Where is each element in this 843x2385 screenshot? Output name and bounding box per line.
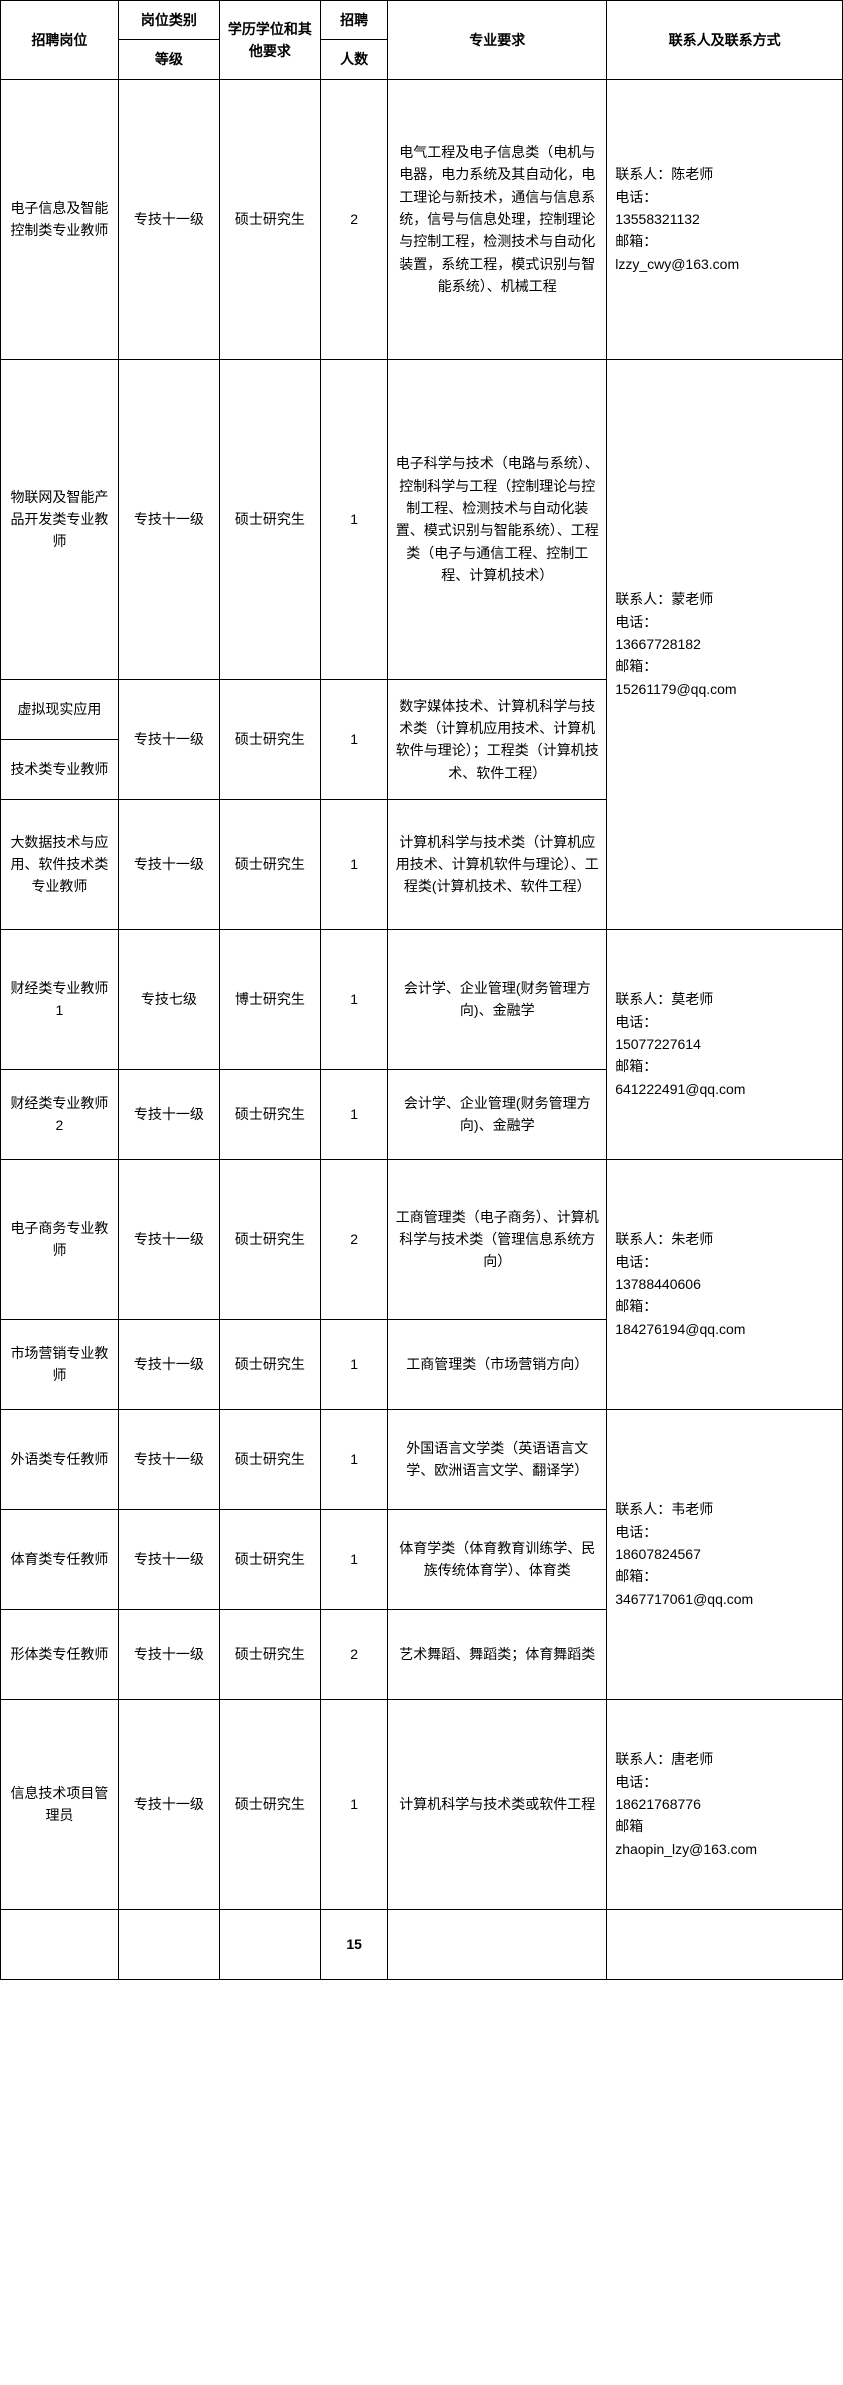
recruitment-table: 招聘岗位 岗位类别 学历学位和其他要求 招聘 专业要求 联系人及联系方式 等级 … <box>0 0 843 1980</box>
header-level: 等级 <box>118 40 219 79</box>
cell-count: 1 <box>320 359 387 679</box>
cell-count: 1 <box>320 1069 387 1159</box>
cell-requirements: 电气工程及电子信息类（电机与电器，电力系统及其自动化，电工理论与新技术，通信与信… <box>388 79 607 359</box>
cell-level: 专技七级 <box>118 929 219 1069</box>
header-position: 招聘岗位 <box>1 1 119 80</box>
cell-requirements: 计算机科学与技术类（计算机应用技术、计算机软件与理论）、工程类(计算机技术、软件… <box>388 799 607 929</box>
total-empty <box>118 1909 219 1979</box>
cell-level: 专技十一级 <box>118 79 219 359</box>
cell-count: 1 <box>320 1509 387 1609</box>
cell-requirements: 艺术舞蹈、舞蹈类；体育舞蹈类 <box>388 1609 607 1699</box>
cell-position: 体育类专任教师 <box>1 1509 119 1609</box>
cell-position: 外语类专任教师 <box>1 1409 119 1509</box>
cell-level: 专技十一级 <box>118 1159 219 1319</box>
table-row: 信息技术项目管理员 专技十一级 硕士研究生 1 计算机科学与技术类或软件工程 联… <box>1 1699 843 1909</box>
cell-education: 硕士研究生 <box>219 799 320 929</box>
cell-education: 博士研究生 <box>219 929 320 1069</box>
cell-level: 专技十一级 <box>118 679 219 799</box>
total-empty <box>1 1909 119 1979</box>
cell-education: 硕士研究生 <box>219 359 320 679</box>
cell-education: 硕士研究生 <box>219 1609 320 1699</box>
header-requirements: 专业要求 <box>388 1 607 80</box>
cell-contact: 联系人：韦老师电话：18607824567邮箱：3467717061@qq.co… <box>607 1409 843 1699</box>
cell-education: 硕士研究生 <box>219 1699 320 1909</box>
cell-level: 专技十一级 <box>118 1609 219 1699</box>
cell-education: 硕士研究生 <box>219 1409 320 1509</box>
cell-education: 硕士研究生 <box>219 1159 320 1319</box>
header-contact: 联系人及联系方式 <box>607 1 843 80</box>
cell-count: 1 <box>320 929 387 1069</box>
cell-education: 硕士研究生 <box>219 679 320 799</box>
cell-position: 电子信息及智能控制类专业教师 <box>1 79 119 359</box>
cell-position: 形体类专任教师 <box>1 1609 119 1699</box>
cell-position: 物联网及智能产品开发类专业教师 <box>1 359 119 679</box>
cell-requirements: 会计学、企业管理(财务管理方向)、金融学 <box>388 1069 607 1159</box>
cell-count: 1 <box>320 1319 387 1409</box>
cell-position-line1: 虚拟现实应用 <box>1 679 119 739</box>
cell-count: 2 <box>320 1609 387 1699</box>
cell-level: 专技十一级 <box>118 799 219 929</box>
cell-requirements: 体育学类（体育教育训练学、民族传统体育学）、体育类 <box>388 1509 607 1609</box>
cell-position: 电子商务专业教师 <box>1 1159 119 1319</box>
cell-requirements: 外国语言文学类（英语语言文学、欧洲语言文学、翻译学） <box>388 1409 607 1509</box>
cell-requirements: 数字媒体技术、计算机科学与技术类（计算机应用技术、计算机软件与理论）；工程类（计… <box>388 679 607 799</box>
total-count: 15 <box>320 1909 387 1979</box>
table-row: 物联网及智能产品开发类专业教师 专技十一级 硕士研究生 1 电子科学与技术（电路… <box>1 359 843 679</box>
table-row: 电子信息及智能控制类专业教师 专技十一级 硕士研究生 2 电气工程及电子信息类（… <box>1 79 843 359</box>
total-row: 15 <box>1 1909 843 1979</box>
cell-requirements: 工商管理类（电子商务）、计算机科学与技术类（管理信息系统方向） <box>388 1159 607 1319</box>
cell-contact: 联系人：唐老师电话：18621768776邮箱zhaopin_lzy@163.c… <box>607 1699 843 1909</box>
total-empty <box>388 1909 607 1979</box>
cell-count: 2 <box>320 79 387 359</box>
table-row: 外语类专任教师 专技十一级 硕士研究生 1 外国语言文学类（英语语言文学、欧洲语… <box>1 1409 843 1509</box>
cell-position: 市场营销专业教师 <box>1 1319 119 1409</box>
table-row: 电子商务专业教师 专技十一级 硕士研究生 2 工商管理类（电子商务）、计算机科学… <box>1 1159 843 1319</box>
cell-level: 专技十一级 <box>118 1069 219 1159</box>
header-count: 人数 <box>320 40 387 79</box>
cell-requirements: 工商管理类（市场营销方向） <box>388 1319 607 1409</box>
cell-count: 1 <box>320 679 387 799</box>
cell-count: 1 <box>320 1409 387 1509</box>
total-empty <box>607 1909 843 1979</box>
cell-education: 硕士研究生 <box>219 1069 320 1159</box>
cell-position-line2: 技术类专业教师 <box>1 739 119 799</box>
cell-contact: 联系人：朱老师电话：13788440606邮箱：184276194@qq.com <box>607 1159 843 1409</box>
cell-count: 2 <box>320 1159 387 1319</box>
cell-position: 财经类专业教师2 <box>1 1069 119 1159</box>
cell-count: 1 <box>320 799 387 929</box>
cell-requirements: 电子科学与技术（电路与系统）、控制科学与工程（控制理论与控制工程、检测技术与自动… <box>388 359 607 679</box>
cell-contact: 联系人：陈老师电话：13558321132邮箱：lzzy_cwy@163.com <box>607 79 843 359</box>
cell-level: 专技十一级 <box>118 1319 219 1409</box>
header-recruit: 招聘 <box>320 1 387 40</box>
header-category: 岗位类别 <box>118 1 219 40</box>
cell-level: 专技十一级 <box>118 1409 219 1509</box>
cell-education: 硕士研究生 <box>219 1509 320 1609</box>
cell-level: 专技十一级 <box>118 359 219 679</box>
cell-education: 硕士研究生 <box>219 1319 320 1409</box>
cell-education: 硕士研究生 <box>219 79 320 359</box>
cell-position: 财经类专业教师1 <box>1 929 119 1069</box>
cell-level: 专技十一级 <box>118 1699 219 1909</box>
total-empty <box>219 1909 320 1979</box>
cell-level: 专技十一级 <box>118 1509 219 1609</box>
header-education: 学历学位和其他要求 <box>219 1 320 80</box>
cell-contact: 联系人：蒙老师电话：13667728182邮箱：15261179@qq.com <box>607 359 843 929</box>
cell-position: 信息技术项目管理员 <box>1 1699 119 1909</box>
cell-position: 大数据技术与应用、软件技术类专业教师 <box>1 799 119 929</box>
cell-contact: 联系人：莫老师电话：15077227614邮箱：641222491@qq.com <box>607 929 843 1159</box>
cell-requirements: 计算机科学与技术类或软件工程 <box>388 1699 607 1909</box>
table-row: 财经类专业教师1 专技七级 博士研究生 1 会计学、企业管理(财务管理方向)、金… <box>1 929 843 1069</box>
cell-requirements: 会计学、企业管理(财务管理方向)、金融学 <box>388 929 607 1069</box>
cell-count: 1 <box>320 1699 387 1909</box>
